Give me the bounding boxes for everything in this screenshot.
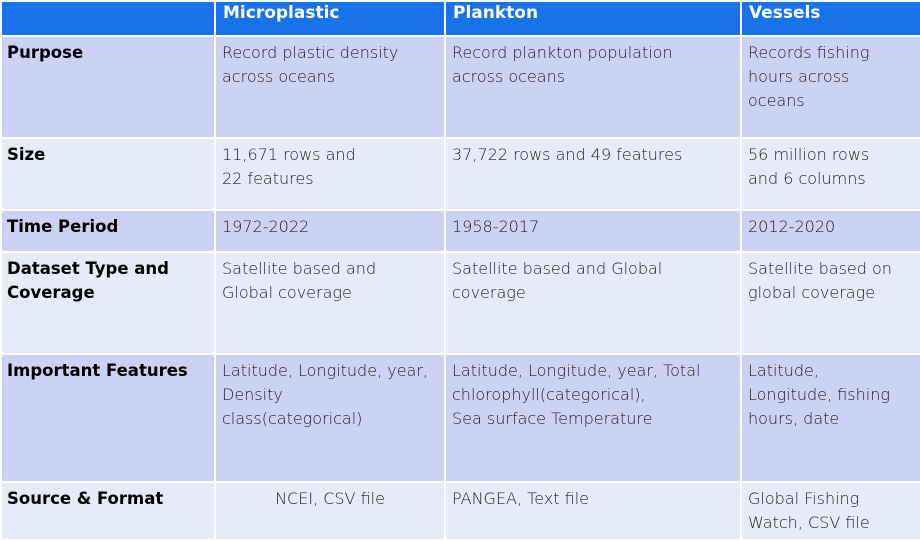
row-label: Important Features bbox=[0, 353, 216, 483]
table-cell: 1958-2017 bbox=[444, 209, 742, 253]
row-label: Size bbox=[0, 137, 216, 211]
table-cell: NCEI, CSV file bbox=[214, 481, 446, 541]
table-cell: Records fishing hours across oceans bbox=[740, 35, 920, 139]
header-cell-vessels: Vessels bbox=[740, 0, 920, 37]
table-cell: Satellite based and Global coverage bbox=[444, 251, 742, 355]
header-cell-empty bbox=[0, 0, 216, 37]
row-label: Time Period bbox=[0, 209, 216, 253]
table-cell: Latitude, Longitude, year, Total chlorop… bbox=[444, 353, 742, 483]
table-cell: 11,671 rows and 22 features bbox=[214, 137, 446, 211]
table-cell: Satellite based on global coverage bbox=[740, 251, 920, 355]
header-row: Microplastic Plankton Vessels bbox=[0, 0, 920, 37]
table-cell: Global Fishing Watch, CSV file bbox=[740, 481, 920, 541]
table-cell: 37,722 rows and 49 features bbox=[444, 137, 742, 211]
table-cell: Satellite based and Global coverage bbox=[214, 251, 446, 355]
table-cell: 56 million rows and 6 columns bbox=[740, 137, 920, 211]
table-row-source-format: Source & Format NCEI, CSV file PANGEA, T… bbox=[0, 481, 920, 541]
table-row-size: Size 11,671 rows and 22 features 37,722 … bbox=[0, 137, 920, 211]
table-cell: Record plankton population across oceans bbox=[444, 35, 742, 139]
table-row-important-features: Important Features Latitude, Longitude, … bbox=[0, 353, 920, 483]
table-row-time-period: Time Period 1972-2022 1958-2017 2012-202… bbox=[0, 209, 920, 253]
row-label: Purpose bbox=[0, 35, 216, 139]
table-cell: Latitude, Longitude, fishing hours, date bbox=[740, 353, 920, 483]
header-cell-microplastic: Microplastic bbox=[214, 0, 446, 37]
table-cell: Record plastic density across oceans bbox=[214, 35, 446, 139]
header-cell-plankton: Plankton bbox=[444, 0, 742, 37]
row-label: Source & Format bbox=[0, 481, 216, 541]
row-label: Dataset Type and Coverage bbox=[0, 251, 216, 355]
table-cell: 1972-2022 bbox=[214, 209, 446, 253]
table-cell: 2012-2020 bbox=[740, 209, 920, 253]
table-cell: Latitude, Longitude, year, Density class… bbox=[214, 353, 446, 483]
table-cell: PANGEA, Text file bbox=[444, 481, 742, 541]
table-row-dataset-type: Dataset Type and Coverage Satellite base… bbox=[0, 251, 920, 355]
table-row-purpose: Purpose Record plastic density across oc… bbox=[0, 35, 920, 139]
